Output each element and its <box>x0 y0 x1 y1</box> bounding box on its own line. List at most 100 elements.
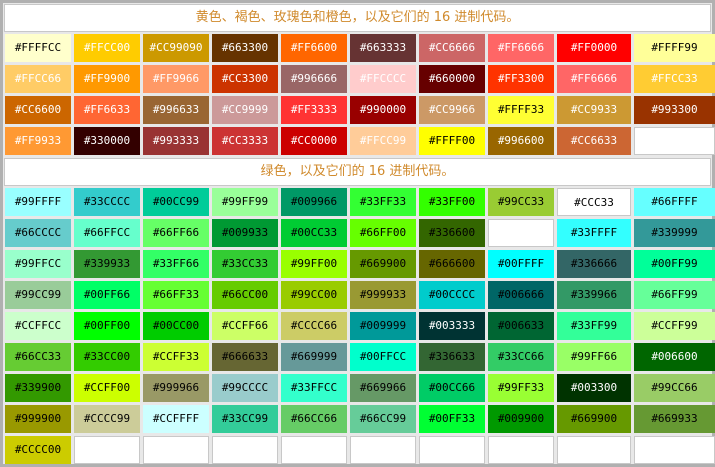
empty-cell <box>488 219 554 247</box>
color-cell: #FF0000 <box>557 34 631 62</box>
color-cell: #CC0000 <box>281 127 347 155</box>
color-cell: #00FFFF <box>488 250 554 278</box>
color-cell: #99CC33 <box>488 188 554 216</box>
color-cell: #CC6633 <box>557 127 631 155</box>
color-cell: #669900 <box>350 250 416 278</box>
color-cell: #33CC00 <box>74 343 140 371</box>
color-cell: #FF9966 <box>143 65 209 93</box>
color-cell: #CCFFCC <box>5 312 71 340</box>
color-cell: #999966 <box>143 374 209 402</box>
color-cell: #00FF00 <box>74 312 140 340</box>
empty-cell <box>557 436 631 464</box>
color-cell: #336600 <box>419 219 485 247</box>
color-cell: #993333 <box>143 127 209 155</box>
section-title: 绿色，以及它们的 16 进制代码。 <box>4 158 711 186</box>
color-cell: #00FFCC <box>350 343 416 371</box>
color-cell: #CCFFFF <box>143 405 209 433</box>
color-cell: #99CCCC <box>212 374 278 402</box>
color-cell: #33CC99 <box>212 405 278 433</box>
color-cell: #FFFF99 <box>634 34 715 62</box>
color-cell: #336633 <box>419 343 485 371</box>
color-cell: #FFCC00 <box>74 34 140 62</box>
color-cell: #990000 <box>350 96 416 124</box>
color-cell: #009933 <box>212 219 278 247</box>
color-cell: #99CC00 <box>281 281 347 309</box>
empty-cell <box>488 436 554 464</box>
color-cell: #669966 <box>350 374 416 402</box>
color-cell: #66FF33 <box>143 281 209 309</box>
empty-cell <box>212 436 278 464</box>
color-cell: #66CC00 <box>212 281 278 309</box>
color-cell: #FFCC33 <box>634 65 715 93</box>
color-cell: #FF6600 <box>281 34 347 62</box>
color-cell: #FF6633 <box>74 96 140 124</box>
color-cell: #006666 <box>488 281 554 309</box>
color-cell: #FF3300 <box>488 65 554 93</box>
color-cell: #CCCC00 <box>5 436 71 464</box>
color-cell: #CCFF00 <box>74 374 140 402</box>
color-cell: #660000 <box>419 65 485 93</box>
color-cell: #FFCC66 <box>5 65 71 93</box>
empty-cell <box>419 436 485 464</box>
color-cell: #99FFFF <box>5 188 71 216</box>
color-cell: #66FF00 <box>350 219 416 247</box>
color-cell: #006633 <box>488 312 554 340</box>
color-cell: #33CC66 <box>488 343 554 371</box>
color-cell: #CC99090 <box>143 34 209 62</box>
color-cell: #003333 <box>419 312 485 340</box>
empty-cell <box>350 436 416 464</box>
color-cell: #66FF66 <box>143 219 209 247</box>
color-cell: #99FFCC <box>5 250 71 278</box>
color-cell: #996600 <box>488 127 554 155</box>
color-cell: #669933 <box>634 405 715 433</box>
section-title: 黄色、褐色、玫瑰色和橙色，以及它们的 16 进制代码。 <box>4 4 711 32</box>
color-cell: #CC9999 <box>212 96 278 124</box>
color-cell: #00CC66 <box>419 374 485 402</box>
color-cell: #33CCCC <box>74 188 140 216</box>
color-cell: #00CC99 <box>143 188 209 216</box>
color-cell: #99CC66 <box>634 374 715 402</box>
color-cell: #336666 <box>557 250 631 278</box>
color-cell: #666633 <box>212 343 278 371</box>
color-cell: #003300 <box>557 374 631 402</box>
color-cell: #66FFFF <box>634 188 715 216</box>
color-cell: #99FF66 <box>557 343 631 371</box>
color-cell: #99FF99 <box>212 188 278 216</box>
color-grid: #99FFFF #33CCCC #00CC99 #99FF99 #009966 #33FF… <box>3 188 715 464</box>
section-green: 绿色，以及它们的 16 进制代码。 #99FFFF #33CCCC #00CC99 #… <box>3 158 715 464</box>
empty-cell <box>634 436 715 464</box>
color-cell: #009999 <box>350 312 416 340</box>
color-cell: #CC3333 <box>212 127 278 155</box>
color-cell: #33FF99 <box>557 312 631 340</box>
color-cell: #009966 <box>281 188 347 216</box>
color-cell: #66FF99 <box>634 281 715 309</box>
color-cell: #66FFCC <box>74 219 140 247</box>
color-cell: #993300 <box>634 96 715 124</box>
section-yellow-brown-rose-orange: 黄色、褐色、玫瑰色和橙色，以及它们的 16 进制代码。 #FFFFCC #FFCC… <box>3 4 715 155</box>
color-cell: #339966 <box>557 281 631 309</box>
color-cell: #CCCC66 <box>281 312 347 340</box>
color-cell: #33FF66 <box>143 250 209 278</box>
color-cell: #FF6666 <box>488 34 554 62</box>
color-cell: #CCC33 <box>557 188 631 216</box>
color-cell: #FF6666 <box>557 65 631 93</box>
color-cell: #00CCCC <box>419 281 485 309</box>
color-cell: #FF3333 <box>281 96 347 124</box>
color-cell: #669999 <box>281 343 347 371</box>
color-cell: #00FF99 <box>634 250 715 278</box>
color-cell: #669900 <box>557 405 631 433</box>
color-cell: #33FF33 <box>350 188 416 216</box>
color-cell: #FFCC99 <box>350 127 416 155</box>
color-cell: #66CC99 <box>350 405 416 433</box>
empty-cell <box>281 436 347 464</box>
color-cell: #339999 <box>634 219 715 247</box>
color-cell: #00CC00 <box>143 312 209 340</box>
color-cell: #666600 <box>419 250 485 278</box>
color-cell: #99FF00 <box>281 250 347 278</box>
color-cell: #99FF33 <box>488 374 554 402</box>
color-cell: #CC3300 <box>212 65 278 93</box>
color-cell: #CC9966 <box>419 96 485 124</box>
color-cell: #663333 <box>350 34 416 62</box>
color-cell: #999900 <box>5 405 71 433</box>
